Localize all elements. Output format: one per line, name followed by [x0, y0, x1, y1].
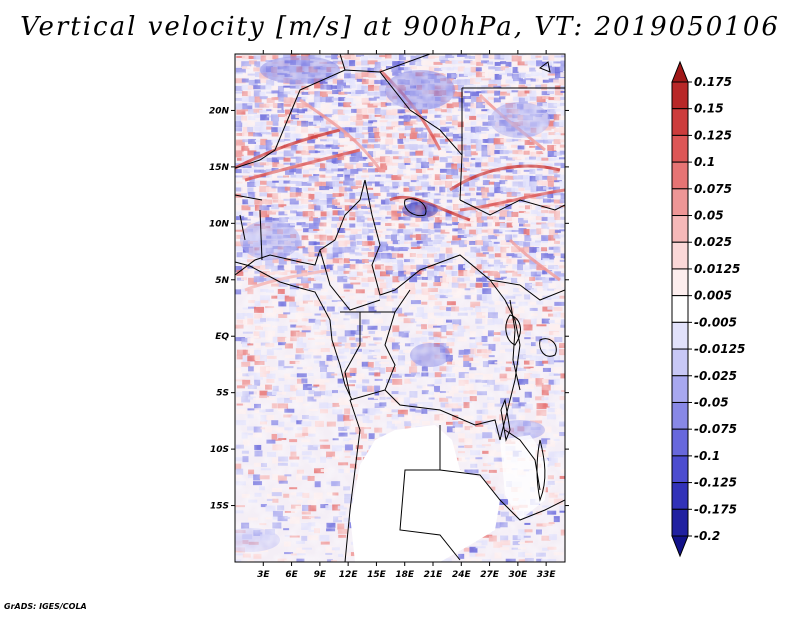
country-border: [379, 54, 431, 73]
colorbar-segment: [671, 482, 689, 510]
country-border: [259, 209, 263, 261]
velocity-field: [235, 54, 565, 562]
x-tick-label: 30E: [509, 570, 529, 580]
colorbar-segment: [671, 81, 689, 110]
country-border: [239, 214, 246, 241]
x-tick-label: 33E: [537, 570, 557, 580]
country-border: [319, 249, 381, 311]
colorbar-segment: [671, 134, 689, 163]
colorbar-max-arrow: [671, 60, 689, 83]
colorbar-label: -0.025: [694, 369, 737, 383]
colorbar: 0.175 0.15 0.125 0.1 0.075 0.05 0.025 0.0125 0.0…: [671, 60, 745, 558]
colorbar-label: 0.025: [694, 235, 732, 249]
map-frame: [234, 53, 566, 563]
colorbar-min-arrow: [671, 535, 689, 558]
colorbar-label: -0.2: [694, 529, 720, 543]
colorbar-segment: [671, 321, 689, 350]
colorbar-label: 0.005: [694, 289, 732, 303]
colorbar-label: -0.0125: [694, 342, 745, 356]
country-border: [344, 312, 361, 396]
country-border: [339, 54, 346, 71]
colorbar-label: -0.125: [694, 476, 737, 490]
x-tick-label: 15E: [367, 570, 387, 580]
country-border: [235, 194, 263, 201]
lake-outline: [538, 61, 551, 73]
x-tick-label: 3E: [257, 570, 270, 580]
x-tick-label: 21E: [424, 570, 444, 580]
country-border: [384, 389, 501, 441]
x-tick-label: 27E: [480, 570, 500, 580]
grads-credit: GrADS: IGES/COLA: [4, 602, 87, 611]
colorbar-label: -0.05: [694, 395, 729, 409]
map-plot-area: [234, 53, 566, 563]
country-border: [489, 279, 521, 346]
colorbar-label: -0.075: [694, 422, 737, 436]
country-border: [364, 179, 521, 296]
colorbar-segment: [671, 108, 689, 136]
colorbar-label: -0.005: [694, 315, 737, 329]
colorbar-label: 0.075: [694, 182, 732, 196]
country-border: [439, 469, 565, 521]
colorbar-segment: [671, 455, 689, 484]
y-tick-label: 5S: [216, 389, 229, 399]
country-border: [399, 425, 461, 561]
x-tick-label: 12E: [339, 570, 359, 580]
y-tick-label: EQ: [215, 332, 229, 342]
colorbar-segment: [671, 295, 689, 323]
colorbar-label: 0.15: [694, 102, 724, 116]
country-border: [499, 344, 521, 441]
colorbar-segment: [671, 375, 689, 403]
colorbar-segment: [671, 161, 689, 190]
colorbar-label: -0.175: [694, 502, 737, 516]
colorbar-label: 0.05: [694, 209, 724, 223]
lake-outline: [404, 198, 427, 217]
country-border: [519, 284, 565, 301]
coastline: [235, 261, 353, 401]
lake-outline: [539, 338, 557, 357]
chart-title: Vertical velocity [m/s] at 900hPa, VT: 2…: [20, 12, 780, 42]
colorbar-segment: [671, 241, 689, 270]
x-tick-label: 6E: [285, 570, 298, 580]
x-tick-label: 18E: [395, 570, 415, 580]
masked-terrain-area: [500, 435, 548, 520]
map-axes: 3E 6E 9E 12E 15E 18E 21E 24E 27E 30E 33E 20N 15N 10N 5…: [209, 50, 569, 580]
lake-outline: [505, 314, 521, 346]
y-tick-label: 10N: [209, 219, 230, 229]
colorbar-segment: [671, 401, 689, 430]
colorbar-label: 0.1: [694, 155, 715, 169]
y-tick-label: 15N: [209, 163, 230, 173]
colorbar-label: 0.125: [694, 128, 732, 142]
lake-outline: [536, 439, 546, 502]
y-tick-label: 20N: [209, 106, 230, 116]
country-border: [235, 69, 463, 201]
x-tick-label: 9E: [314, 570, 327, 580]
y-tick-label: 15S: [210, 502, 229, 512]
colorbar-label: -0.1: [694, 449, 720, 463]
colorbar-segment: [671, 428, 689, 457]
colorbar-segment: [671, 508, 689, 537]
country-border: [459, 199, 565, 216]
lake-outline: [500, 398, 511, 442]
colorbar-segment: [671, 215, 689, 243]
country-border: [235, 179, 366, 276]
colorbar-segment: [671, 268, 689, 297]
country-borders: [235, 54, 565, 562]
y-tick-label: 10S: [210, 445, 229, 455]
country-border: [344, 399, 361, 562]
masked-terrain-area: [350, 425, 500, 562]
country-border: [349, 311, 396, 401]
colorbar-segment: [671, 348, 689, 377]
colorbar-label: 0.175: [694, 75, 732, 89]
x-tick-label: 24E: [452, 570, 472, 580]
y-tick-label: 5N: [215, 276, 229, 286]
colorbar-label: 0.0125: [694, 262, 740, 276]
colorbar-segment: [671, 188, 689, 217]
